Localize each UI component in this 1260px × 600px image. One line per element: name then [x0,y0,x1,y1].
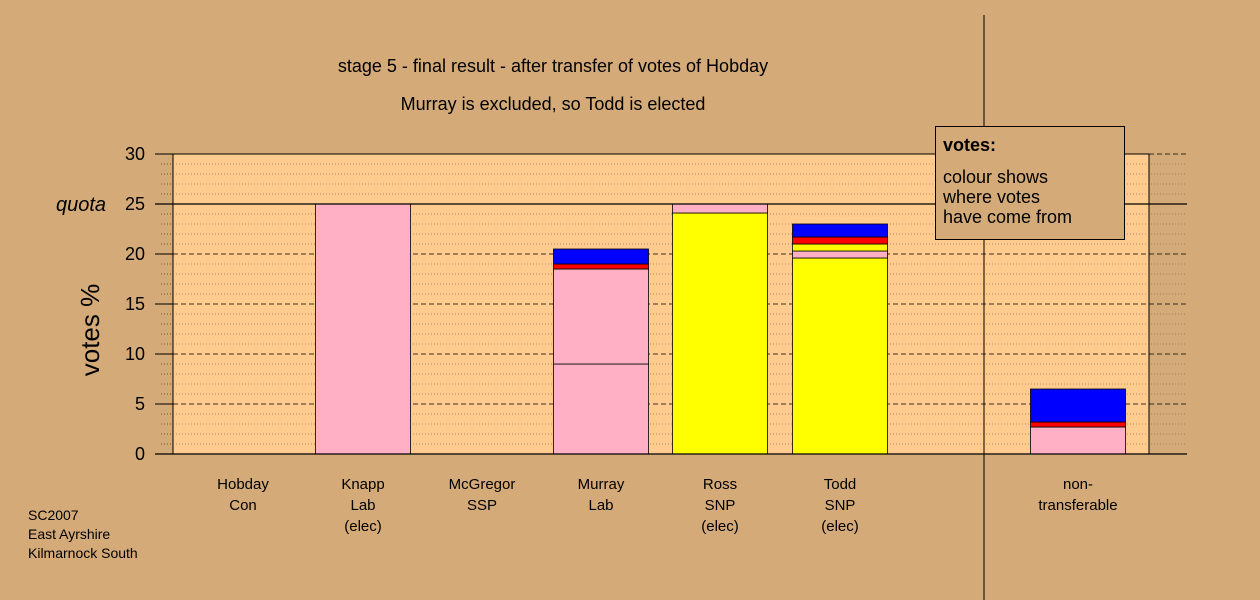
legend-title: votes: [943,135,997,155]
bar-segment [553,363,649,455]
note-line: SC2007 [28,507,79,523]
x-tick-label: (elec) [344,518,382,535]
quota-label: quota [56,194,106,216]
y-tick-label: 0 [135,444,145,464]
x-tick-label: (elec) [821,518,859,535]
y-tick-label: 5 [135,394,145,414]
x-tick-label: Murray [578,476,625,493]
bar-segment [792,223,888,238]
legend-line: where votes [943,187,1041,207]
x-tick-label: Con [229,497,257,514]
x-tick-label: SNP [825,497,856,514]
y-tick-label: 20 [125,244,145,264]
bar-segment [672,212,768,455]
bar-segment [672,203,768,214]
bar-segment [1030,421,1126,428]
x-tick-label: McGregor [449,476,516,493]
x-tick-label: Hobday [217,476,269,493]
bar-segment [792,243,888,252]
chart-subtitle: Murray is excluded, so Todd is elected [401,94,706,114]
bars [315,203,1126,455]
legend-line: colour shows [943,167,1049,187]
y-tick-label: 25 [125,194,145,214]
y-axis-label: votes % [75,284,105,377]
x-tick-label: Ross [703,476,737,493]
x-tick-label: non- [1063,476,1093,493]
bar-segment [792,250,888,259]
bar-segment [792,236,888,245]
x-tick-label: (elec) [701,518,739,535]
source-note: SC2007 East Ayrshire Kilmarnock South [28,506,138,563]
note-line: East Ayrshire [28,526,111,542]
x-tick-label: Todd [824,476,857,493]
x-tick-label: SSP [467,497,497,514]
bar-segment [553,248,649,265]
x-tick-label: transferable [1038,497,1117,514]
y-tick-label: 30 [125,144,145,164]
y-tick-label: 10 [125,344,145,364]
note-line: Kilmarnock South [28,545,138,561]
legend: votes: colour shows where votes have com… [935,126,1125,240]
x-tick-label: Knapp [341,476,384,493]
bar-segment [792,257,888,455]
x-tick-label: Lab [350,497,375,514]
x-tick-label: Lab [588,497,613,514]
bar-segment [553,263,649,270]
bar-segment [1030,426,1126,455]
legend-line: have come from [943,207,1073,227]
bar-segment [1030,388,1126,423]
x-tick-label: SNP [705,497,736,514]
bar-segment [315,203,411,455]
y-tick-label: 15 [125,294,145,314]
bar-segment [553,268,649,365]
chart-title: stage 5 - final result - after transfer … [338,56,768,76]
